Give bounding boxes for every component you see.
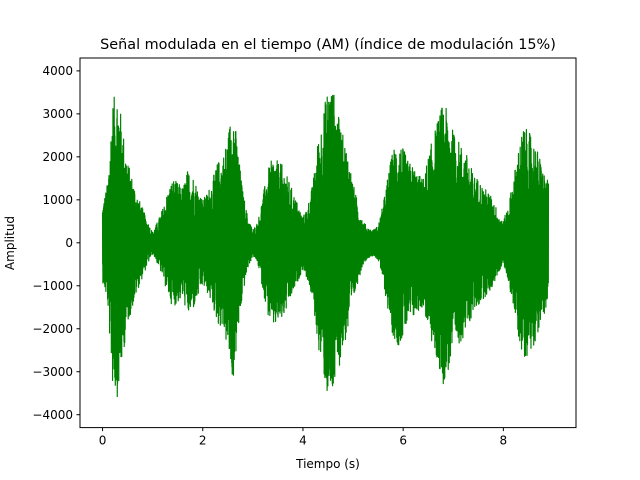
x-tick-label: 2 <box>199 434 207 448</box>
y-tick-label: 3000 <box>42 107 73 121</box>
y-axis-ticks: −4000 −3000 −2000 −1000 0 1000 2000 3000 4000 <box>32 64 80 422</box>
x-tick-label: 6 <box>399 434 407 448</box>
y-tick-label: −2000 <box>32 322 73 336</box>
y-tick-label: 0 <box>65 236 73 250</box>
y-tick-label: 4000 <box>42 64 73 78</box>
chart-title: Señal modulada en el tiempo (AM) (índice… <box>100 37 556 53</box>
y-tick-label: −4000 <box>32 408 73 422</box>
y-axis-label: Amplitud <box>3 216 17 270</box>
y-tick-label: 1000 <box>42 193 73 207</box>
plot-area <box>101 94 550 398</box>
x-tick-label: 4 <box>299 434 307 448</box>
x-tick-label: 8 <box>500 434 508 448</box>
x-axis-ticks: 0 2 4 6 8 <box>99 427 508 448</box>
y-tick-label: 2000 <box>42 150 73 164</box>
x-axis-label: Tiempo (s) <box>295 457 360 471</box>
x-tick-label: 0 <box>99 434 107 448</box>
y-tick-label: −1000 <box>32 279 73 293</box>
series-line <box>101 94 550 398</box>
y-tick-label: −3000 <box>32 365 73 379</box>
